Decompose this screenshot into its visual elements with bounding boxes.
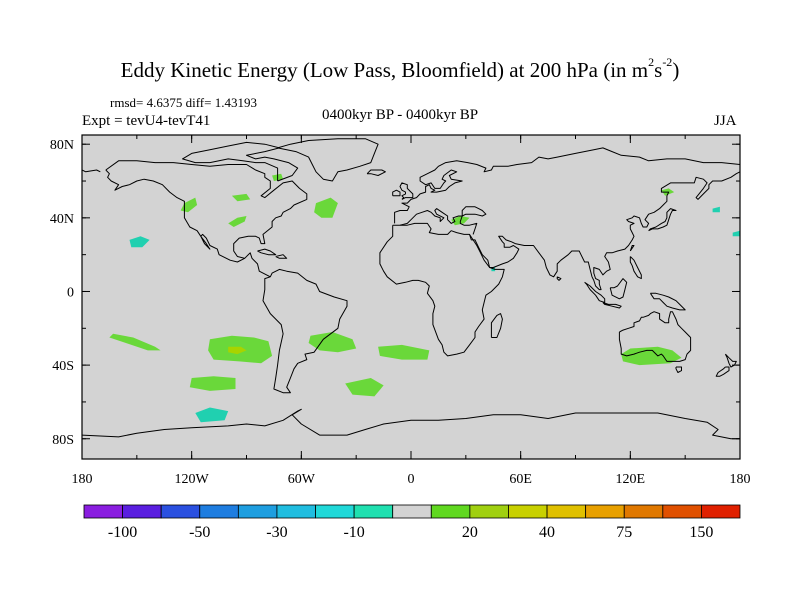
lon-label: 60E xyxy=(509,472,532,487)
colorbar-label: 40 xyxy=(539,524,555,541)
coastline-8 xyxy=(461,206,487,217)
coastline-11 xyxy=(399,182,414,200)
colorbar-label: 150 xyxy=(689,524,713,541)
coastline-24 xyxy=(257,248,277,256)
colorbar-swatch xyxy=(508,504,548,519)
anomaly-us-green xyxy=(228,216,247,227)
colorbar-swatch xyxy=(199,504,239,519)
lon-label: 180 xyxy=(72,472,93,487)
colorbar-swatch xyxy=(122,504,162,519)
lat-label: 80N xyxy=(50,138,74,153)
anomaly-south-atlantic-green-1 xyxy=(378,344,430,360)
lon-label: 60W xyxy=(288,472,316,487)
coastline-18 xyxy=(584,281,606,303)
coastline-3 xyxy=(277,138,379,182)
coastline-22 xyxy=(556,276,562,281)
colorbar-swatch xyxy=(315,504,355,519)
anomaly-south-atlantic-green-2 xyxy=(345,378,384,397)
colorbar-swatch xyxy=(623,504,664,519)
lon-label: 120E xyxy=(616,472,646,487)
coastline-21 xyxy=(649,292,686,311)
colorbar-label: -50 xyxy=(189,524,210,541)
coastline-10 xyxy=(648,208,677,232)
colorbar-swatch xyxy=(276,504,316,519)
coastline-14 xyxy=(675,366,682,373)
stats-label: rmsd= 4.6375 diff= 1.43193 xyxy=(110,95,257,110)
lat-label: 80S xyxy=(52,433,74,448)
coastline-7 xyxy=(399,208,478,235)
colorbar-label: -10 xyxy=(343,524,364,541)
colorbar-swatch xyxy=(237,504,278,519)
coastline-23 xyxy=(82,408,740,440)
lat-label: 0 xyxy=(67,285,74,300)
coastline-16 xyxy=(715,366,730,377)
colorbar-swatch xyxy=(392,504,432,519)
anomaly-south-pacific-green-1 xyxy=(109,333,161,351)
colorbar-swatch xyxy=(160,504,201,519)
anomaly-pacific-cyan-2 xyxy=(732,230,740,237)
coastline-27 xyxy=(629,245,635,252)
lat-label: 40N xyxy=(50,212,74,227)
coastline-17 xyxy=(490,313,503,338)
lat-label: 40S xyxy=(52,359,74,374)
lon-label: 120W xyxy=(175,472,210,487)
coastline-28 xyxy=(82,169,101,173)
lon-label: 180 xyxy=(730,472,751,487)
lon-label: 0 xyxy=(408,472,415,487)
colorbar-label: -30 xyxy=(266,524,287,541)
anomaly-south-pacific-cyan xyxy=(195,407,229,423)
coastline-6 xyxy=(394,147,740,224)
anomaly-pacific-cyan-1 xyxy=(712,206,720,213)
coastline-26 xyxy=(629,256,642,280)
coastline-4 xyxy=(366,169,386,176)
anomaly-south-pacific-green-3 xyxy=(189,376,236,391)
colorbar-swatch xyxy=(701,504,741,519)
coastline-5 xyxy=(379,222,505,357)
coastline-13 xyxy=(618,311,692,362)
anomaly-canada-green-2 xyxy=(231,193,251,202)
colorbar-swatch xyxy=(353,504,394,519)
coastline-25 xyxy=(275,254,288,259)
anomaly-south-pacific-yellow xyxy=(228,346,247,355)
colorbar-label: 75 xyxy=(616,524,632,541)
anomaly-north-pacific-cyan xyxy=(129,236,150,248)
colorbar-swatch xyxy=(430,504,471,519)
map-background xyxy=(82,135,740,459)
coastline-1 xyxy=(105,169,245,263)
coastline-19 xyxy=(602,302,622,309)
anomaly-south-america-green xyxy=(308,332,357,353)
colorbar-swatch xyxy=(546,504,587,519)
colorbar-label: -100 xyxy=(108,524,137,541)
coastline-2 xyxy=(182,141,299,182)
colorbar-swatch xyxy=(83,504,123,519)
period-label: 0400kyr BP - 0400kyr BP xyxy=(322,107,479,123)
coastline-9 xyxy=(469,171,740,291)
coastline-0 xyxy=(105,160,348,394)
experiment-label: Expt = tevU4-tevT41 xyxy=(82,113,211,129)
colorbar-swatch xyxy=(469,504,509,519)
colorbar-label: 20 xyxy=(462,524,478,541)
colorbar-swatch xyxy=(585,504,625,519)
anomaly-atlantic-green xyxy=(314,197,338,218)
coastline-20 xyxy=(609,278,628,300)
colorbar-swatch xyxy=(662,504,702,519)
season-label: JJA xyxy=(714,113,737,129)
plot-title: Eddy Kinetic Energy (Low Pass, Bloomfiel… xyxy=(120,55,680,82)
coastline-12 xyxy=(392,189,401,197)
